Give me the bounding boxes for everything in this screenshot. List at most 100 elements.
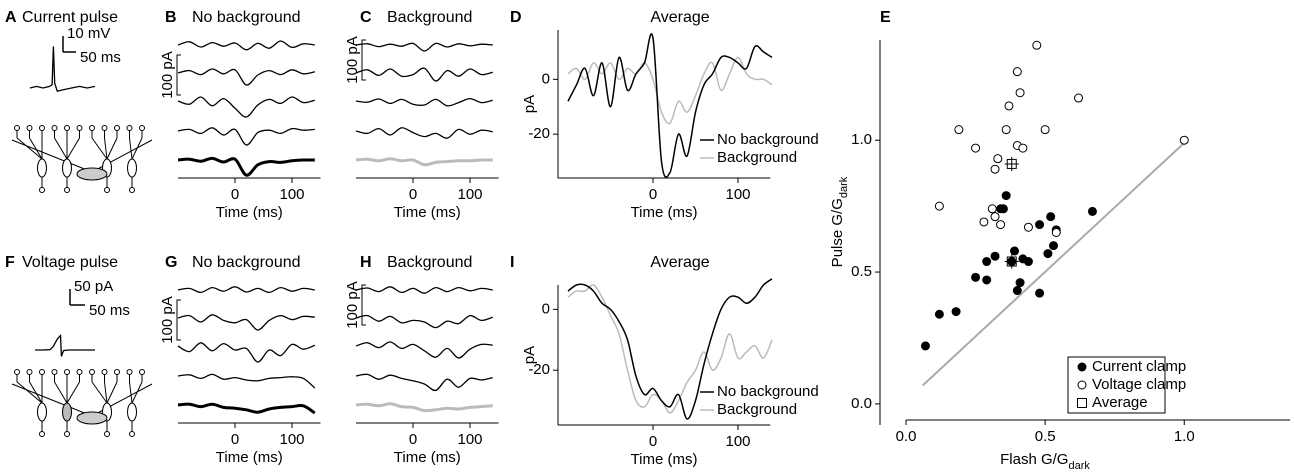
y-tick-label: 0.5 bbox=[851, 263, 872, 280]
x-tick-label: 0 bbox=[649, 433, 657, 450]
synapse-line bbox=[129, 381, 133, 404]
pulse-trace bbox=[35, 334, 95, 357]
trace bbox=[177, 156, 315, 177]
photoreceptor bbox=[89, 125, 95, 131]
point bbox=[1012, 67, 1022, 77]
synapse-line bbox=[54, 381, 68, 404]
x-tick-label: 100 bbox=[725, 186, 750, 203]
point bbox=[1012, 286, 1022, 296]
x-tick-label: 100 bbox=[725, 433, 750, 450]
y-tick-label: -20 bbox=[528, 125, 550, 142]
y-tick-label: 0.0 bbox=[851, 395, 872, 412]
point bbox=[1015, 88, 1025, 98]
x-axis-label-text: Flash G/G bbox=[1000, 451, 1068, 468]
panel-label: F bbox=[5, 254, 15, 271]
pulse-trace bbox=[29, 46, 96, 92]
synapse-line bbox=[91, 381, 108, 404]
scale-bar bbox=[361, 39, 366, 81]
panel-label: E bbox=[880, 9, 891, 26]
x-tick-label: 0.5 bbox=[1035, 428, 1056, 445]
legend-marker bbox=[1077, 362, 1087, 372]
panel-title: Average bbox=[650, 9, 709, 26]
scale-bar bbox=[176, 54, 181, 96]
point bbox=[1048, 241, 1058, 251]
scale-bar-label: 100 pA bbox=[344, 36, 361, 84]
bipolar-cell bbox=[62, 158, 72, 178]
x-tick-label: 100 bbox=[457, 186, 482, 203]
trace bbox=[177, 373, 316, 389]
point bbox=[971, 143, 981, 153]
point bbox=[982, 257, 992, 267]
photoreceptor bbox=[64, 369, 70, 375]
terminal bbox=[129, 431, 135, 437]
trace bbox=[355, 341, 493, 359]
point bbox=[1043, 249, 1053, 259]
synapse-line bbox=[91, 137, 108, 160]
point bbox=[979, 217, 989, 227]
photoreceptor bbox=[89, 369, 95, 375]
trace bbox=[177, 342, 316, 363]
point bbox=[993, 154, 1003, 164]
x-tick-label: 0 bbox=[649, 186, 657, 203]
trace bbox=[355, 286, 493, 294]
point bbox=[1040, 125, 1050, 135]
y-tick-label: 0 bbox=[542, 300, 550, 317]
x-tick-label: 100 bbox=[279, 186, 304, 203]
synapse-line bbox=[29, 137, 43, 160]
point bbox=[951, 307, 961, 317]
trace bbox=[355, 402, 493, 413]
trace bbox=[355, 127, 493, 139]
x-tick-label: 0.0 bbox=[896, 428, 917, 445]
y-axis-label: pA bbox=[521, 95, 538, 113]
x-tick-label: 0 bbox=[231, 431, 239, 448]
photoreceptor bbox=[126, 125, 133, 131]
legend-label: Voltage clamp bbox=[1092, 376, 1186, 393]
trace bbox=[355, 157, 493, 167]
point bbox=[990, 251, 1000, 261]
point bbox=[990, 212, 1000, 222]
trace bbox=[177, 402, 316, 415]
photoreceptor bbox=[126, 369, 133, 375]
panel-title: Voltage pulse bbox=[22, 254, 118, 271]
point bbox=[1035, 288, 1045, 298]
panel-label: C bbox=[360, 9, 372, 26]
retina-schematic bbox=[11, 369, 153, 437]
point bbox=[1018, 143, 1028, 153]
average-trace bbox=[567, 278, 773, 420]
terminal bbox=[64, 431, 70, 437]
x-tick-label: 0 bbox=[409, 431, 417, 448]
panel-title: Average bbox=[650, 254, 709, 271]
synapse-line bbox=[106, 381, 118, 404]
average-trace bbox=[567, 284, 773, 414]
legend-label: No background bbox=[717, 131, 819, 148]
panel-label: B bbox=[165, 9, 177, 26]
photoreceptor bbox=[39, 369, 45, 375]
x-tick-label: 0 bbox=[231, 186, 239, 203]
marker-cross bbox=[1004, 254, 1019, 269]
synapse-line bbox=[104, 137, 108, 160]
legend-marker bbox=[1077, 398, 1087, 408]
horizontal-process bbox=[11, 383, 93, 417]
legend-label: Background bbox=[717, 401, 797, 418]
point bbox=[1074, 93, 1084, 103]
legend-marker bbox=[1077, 380, 1087, 390]
synapse-line bbox=[66, 137, 80, 160]
scale-bar-label: 100 pA bbox=[159, 51, 176, 99]
synapse-line bbox=[16, 381, 43, 404]
point bbox=[982, 275, 992, 285]
point bbox=[934, 309, 944, 319]
synapse-line bbox=[66, 381, 80, 404]
bipolar-cell bbox=[37, 158, 47, 178]
trace bbox=[355, 67, 493, 82]
marker-cross bbox=[1004, 156, 1019, 171]
point bbox=[1032, 40, 1042, 50]
photoreceptor bbox=[114, 369, 120, 375]
average-trace bbox=[567, 33, 773, 178]
photoreceptor bbox=[51, 125, 58, 131]
retina-schematic bbox=[11, 125, 153, 193]
scale-bar-label: 100 pA bbox=[344, 281, 361, 329]
point bbox=[934, 201, 944, 211]
y-tick-label: -20 bbox=[528, 361, 550, 378]
horizontal-process bbox=[91, 139, 153, 173]
x-tick-label: 1.0 bbox=[1174, 428, 1195, 445]
